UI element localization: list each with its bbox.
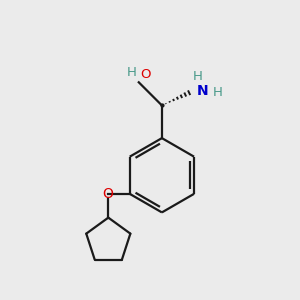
Text: O: O [140, 68, 151, 81]
Text: H: H [193, 70, 203, 83]
Text: O: O [102, 187, 113, 201]
Text: N: N [196, 84, 208, 98]
Text: H: H [127, 66, 136, 79]
Text: H: H [213, 86, 223, 99]
